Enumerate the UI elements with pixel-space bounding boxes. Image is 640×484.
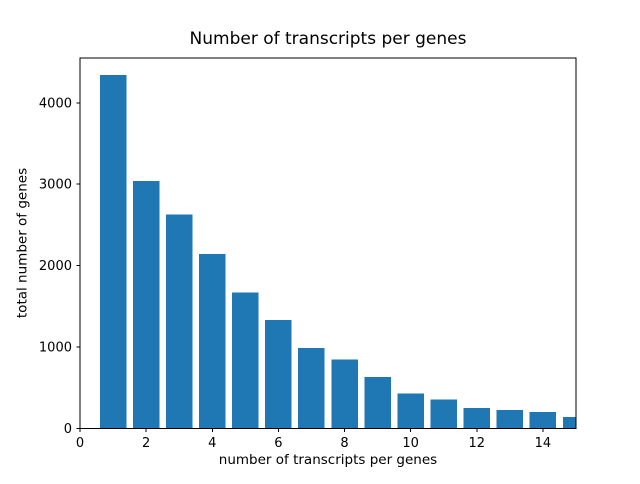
y-axis-label: total number of genes [15,168,31,318]
bar [562,417,576,429]
x-tick-label: 14 [535,436,552,451]
bar [331,359,358,429]
bar [364,377,391,429]
bar [232,292,259,429]
bar [529,412,557,429]
x-tick-label: 12 [469,436,486,451]
y-tick-label: 2000 [39,259,72,274]
x-tick-label: 8 [340,436,348,451]
bar [430,399,457,429]
bar [496,409,524,429]
y-tick-label: 0 [64,422,72,437]
ticks-group: 0 2 4 6 8 10 12 14 0 1000 2000 3000 4000 [39,96,551,451]
bar [165,214,193,429]
plot-frame [79,57,577,429]
chart-title: Number of transcripts per genes [190,29,467,49]
y-tick-label: 3000 [39,178,72,193]
x-tick-label: 0 [76,436,84,451]
bar [99,75,127,429]
bar [463,408,491,429]
y-tick-label: 1000 [39,341,72,356]
x-tick-label: 4 [208,436,216,451]
bar [132,180,160,429]
y-tick-label: 4000 [39,96,72,111]
x-tick-label: 10 [402,436,419,451]
bar [298,347,325,429]
x-tick-label: 2 [142,436,150,451]
bar [265,320,292,429]
x-tick-label: 6 [274,436,282,451]
bar [199,254,226,429]
axes-spines [79,57,577,429]
bar [397,393,424,429]
bars-group [99,75,576,429]
x-axis-label: number of transcripts per genes [219,452,437,468]
